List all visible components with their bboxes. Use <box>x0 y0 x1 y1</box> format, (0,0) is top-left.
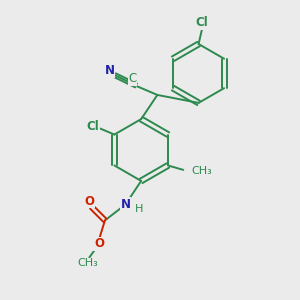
Text: Cl: Cl <box>87 120 100 133</box>
Text: H: H <box>135 205 144 214</box>
Text: CH₃: CH₃ <box>191 166 212 176</box>
Text: CH₃: CH₃ <box>77 258 98 268</box>
Text: N: N <box>121 198 130 211</box>
Text: O: O <box>84 195 94 208</box>
Text: N: N <box>105 64 115 77</box>
Text: Cl: Cl <box>196 16 208 29</box>
Text: O: O <box>94 237 104 250</box>
Text: C: C <box>128 72 136 85</box>
